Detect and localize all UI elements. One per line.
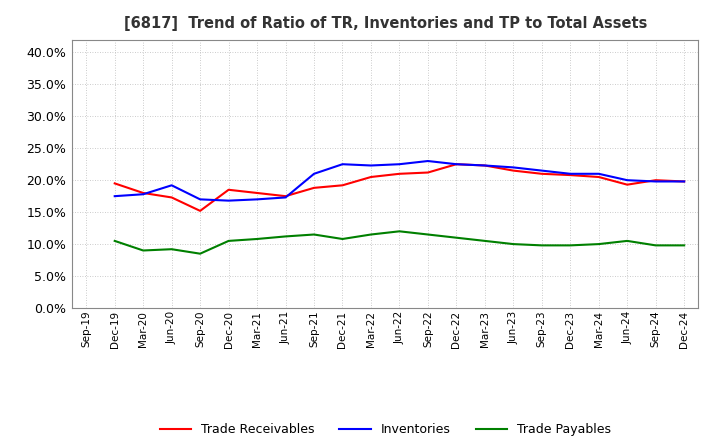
Inventories — [423, 158, 432, 164]
Trade Receivables — [310, 185, 318, 191]
Trade Receivables — [452, 161, 461, 167]
Trade Receivables — [680, 179, 688, 184]
Inventories — [225, 198, 233, 203]
Trade Receivables — [566, 172, 575, 178]
Trade Payables — [310, 232, 318, 237]
Trade Receivables — [595, 174, 603, 180]
Trade Receivables — [423, 170, 432, 175]
Title: [6817]  Trend of Ratio of TR, Inventories and TP to Total Assets: [6817] Trend of Ratio of TR, Inventories… — [124, 16, 647, 32]
Line: Inventories: Inventories — [114, 161, 684, 201]
Trade Payables — [452, 235, 461, 240]
Trade Receivables — [253, 191, 261, 196]
Inventories — [452, 161, 461, 167]
Trade Payables — [480, 238, 489, 244]
Inventories — [338, 161, 347, 167]
Trade Receivables — [282, 194, 290, 199]
Inventories — [509, 165, 518, 170]
Trade Receivables — [167, 195, 176, 200]
Trade Payables — [566, 243, 575, 248]
Inventories — [680, 179, 688, 184]
Trade Receivables — [480, 163, 489, 168]
Inventories — [480, 163, 489, 168]
Trade Payables — [595, 242, 603, 247]
Trade Receivables — [623, 182, 631, 187]
Trade Payables — [509, 242, 518, 247]
Line: Trade Receivables: Trade Receivables — [114, 164, 684, 211]
Trade Receivables — [139, 191, 148, 196]
Trade Receivables — [366, 174, 375, 180]
Trade Payables — [110, 238, 119, 244]
Inventories — [623, 178, 631, 183]
Inventories — [395, 161, 404, 167]
Trade Payables — [652, 243, 660, 248]
Trade Receivables — [196, 208, 204, 213]
Trade Payables — [623, 238, 631, 244]
Trade Payables — [253, 236, 261, 242]
Trade Receivables — [652, 178, 660, 183]
Inventories — [310, 171, 318, 176]
Trade Payables — [196, 251, 204, 257]
Trade Receivables — [338, 183, 347, 188]
Line: Trade Payables: Trade Payables — [114, 231, 684, 254]
Trade Receivables — [110, 181, 119, 186]
Inventories — [282, 195, 290, 200]
Inventories — [537, 168, 546, 173]
Inventories — [366, 163, 375, 168]
Trade Payables — [167, 246, 176, 252]
Trade Payables — [395, 229, 404, 234]
Trade Receivables — [395, 171, 404, 176]
Trade Payables — [225, 238, 233, 244]
Inventories — [196, 197, 204, 202]
Trade Payables — [366, 232, 375, 237]
Trade Payables — [680, 243, 688, 248]
Trade Payables — [338, 236, 347, 242]
Trade Payables — [537, 243, 546, 248]
Trade Receivables — [537, 171, 546, 176]
Trade Payables — [139, 248, 148, 253]
Inventories — [652, 179, 660, 184]
Trade Payables — [282, 234, 290, 239]
Trade Payables — [423, 232, 432, 237]
Legend: Trade Receivables, Inventories, Trade Payables: Trade Receivables, Inventories, Trade Pa… — [155, 418, 616, 440]
Inventories — [253, 197, 261, 202]
Inventories — [139, 191, 148, 197]
Inventories — [167, 183, 176, 188]
Inventories — [110, 194, 119, 199]
Inventories — [595, 171, 603, 176]
Trade Receivables — [225, 187, 233, 192]
Trade Receivables — [509, 168, 518, 173]
Inventories — [566, 171, 575, 176]
